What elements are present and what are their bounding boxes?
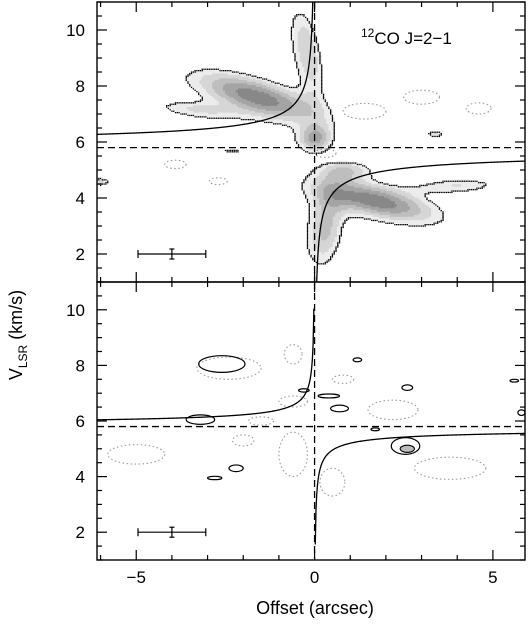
y-tick-label: 10 (66, 301, 85, 320)
molecule-label: 12CO J=2−1 (361, 26, 452, 48)
positive-contour (206, 475, 223, 481)
negative-contour (342, 102, 387, 120)
positive-contour (317, 393, 341, 399)
x-ticks (99, 2, 494, 282)
isotope-superscript: 12 (361, 26, 375, 40)
resolution-bar (137, 248, 207, 260)
positive-contour (228, 464, 244, 473)
positive-contours (185, 355, 525, 481)
bottom-panel-data (97, 282, 525, 560)
negative-contour (231, 434, 255, 447)
emission-contour-level-1 (97, 12, 487, 264)
y-tick-label: 8 (76, 77, 85, 96)
negative-contour (196, 356, 262, 380)
y-tick-label: 6 (76, 133, 85, 152)
y-tick-label: 2 (76, 523, 85, 542)
positive-contour (401, 384, 414, 392)
negative-contour (403, 89, 440, 105)
negative-contour (465, 102, 492, 115)
y-ticks (97, 281, 525, 561)
positive-contour (297, 388, 310, 393)
negative-contour (314, 148, 337, 158)
y-tick-label: 2 (76, 245, 85, 264)
negative-contour (367, 399, 419, 421)
bottom-panel: 2 4 6 8 10 −5 0 5 (66, 281, 526, 587)
positive-contour (352, 357, 363, 363)
keplerian-curve-blue (97, 2, 314, 135)
y-tick-label: 10 (66, 21, 85, 40)
y-axis-title-sub: LSR (16, 344, 30, 368)
top-panel: 2 4 6 8 10 12CO J=2−1 (66, 1, 526, 283)
negative-contour (208, 177, 228, 186)
keplerian-curve-red (314, 432, 525, 545)
y-axis-title-unit: (km/s) (6, 290, 26, 345)
x-ticks (99, 282, 494, 560)
keplerian-curve-red (316, 160, 525, 282)
positive-contour (509, 378, 520, 383)
positive-contour (198, 355, 246, 373)
positive-contour (185, 414, 216, 425)
emission-contour-level-2 (98, 26, 462, 254)
emission-outline (97, 14, 487, 265)
x-tick-label: 0 (310, 568, 319, 587)
x-tick-label: −5 (127, 568, 146, 587)
negative-contours (164, 89, 492, 186)
positive-contour (517, 409, 525, 417)
molecule-name: CO J=2−1 (374, 29, 452, 48)
negative-contour (248, 416, 275, 426)
resolution-bar (137, 526, 207, 538)
positive-contour (390, 437, 421, 455)
y-ticks (97, 1, 525, 283)
negative-contour (278, 395, 308, 408)
y-axis-title-main: V (6, 368, 26, 380)
inner-contour (399, 444, 415, 453)
y-tick-label: 4 (76, 189, 85, 208)
positive-contour (370, 427, 381, 432)
negative-contour (278, 431, 308, 478)
negative-contour (413, 456, 487, 480)
x-axis-title: Offset (arcsec) (256, 598, 374, 618)
positive-contour (330, 404, 350, 413)
negative-contour (319, 467, 346, 497)
x-tick-label: 5 (488, 568, 497, 587)
top-panel-data (97, 2, 525, 282)
negative-contours (107, 343, 487, 497)
y-tick-label: 8 (76, 356, 85, 375)
negative-contour (283, 343, 303, 365)
emission-contour-level-5 (235, 88, 397, 209)
keplerian-curve-blue (97, 308, 315, 421)
y-tick-label: 4 (76, 468, 85, 487)
negative-contour (107, 444, 166, 465)
y-axis-title: VLSR (km/s) (6, 290, 30, 380)
plot-frame (96, 281, 526, 561)
y-tick-label: 6 (76, 412, 85, 431)
bottom-panel-axes: 2 4 6 8 10 −5 0 5 (66, 281, 526, 587)
negative-contour (164, 159, 187, 170)
negative-contour (331, 374, 355, 385)
